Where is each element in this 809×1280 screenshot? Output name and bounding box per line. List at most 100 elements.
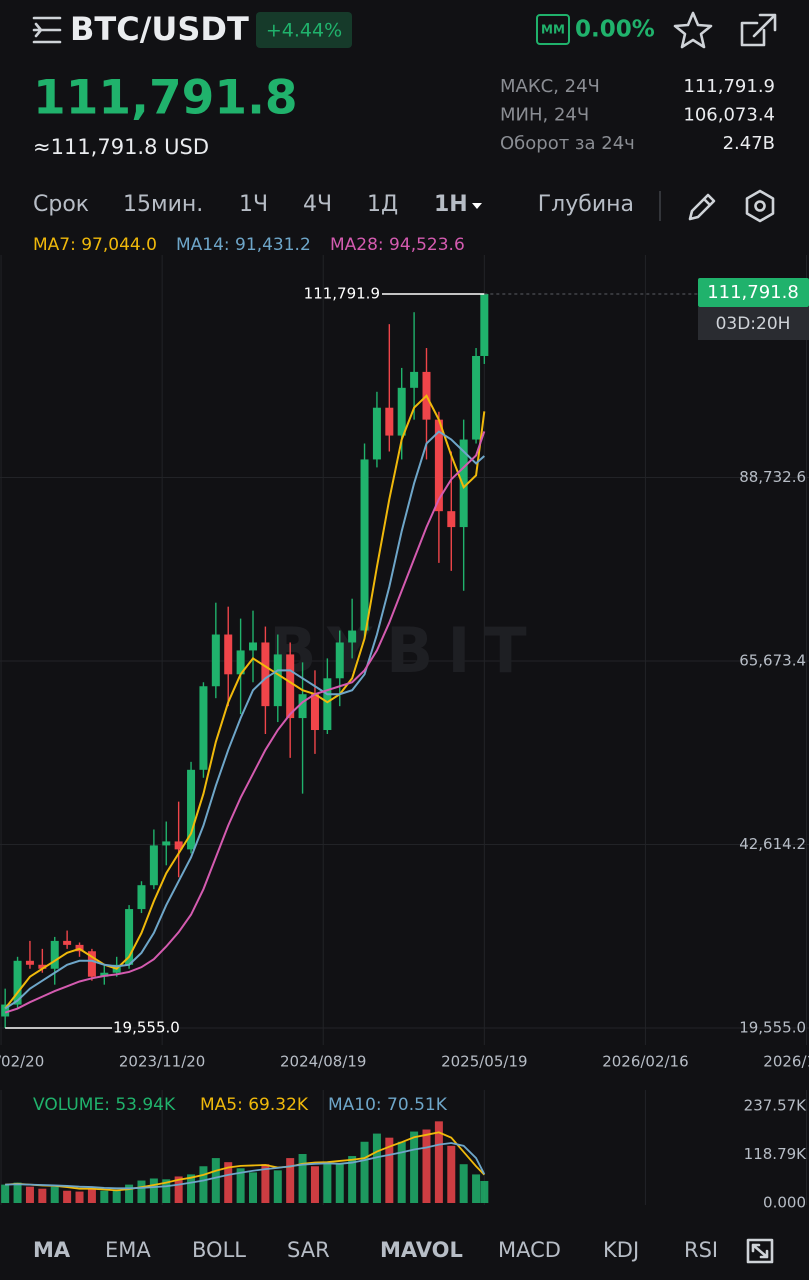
- candle-body: [385, 407, 394, 436]
- candle-body: [63, 940, 72, 945]
- volume-bar: [348, 1156, 357, 1203]
- change-badge: [256, 12, 352, 48]
- volume-chart: 237.57K 118.79K 0.000 VOLUME: 53.94K MA5: 69…: [1, 1095, 807, 1212]
- settings-icon[interactable]: [745, 189, 775, 223]
- menu-icon[interactable]: [32, 16, 62, 44]
- indicator-tab[interactable]: MAVOL: [380, 1238, 463, 1262]
- x-tick-label: 2023/02/20: [0, 1053, 44, 1071]
- candle-body: [335, 642, 344, 679]
- depth-tab[interactable]: Глубина: [538, 192, 634, 217]
- volume-bar: [137, 1180, 146, 1203]
- draw-icon[interactable]: [688, 193, 716, 221]
- volume-bar: [310, 1166, 319, 1203]
- mm-badge-box: [536, 14, 570, 45]
- settings-icon-dot: [754, 200, 766, 212]
- candle-body: [211, 634, 220, 687]
- candle-body: [137, 885, 146, 910]
- volume-ma-line: [5, 1142, 486, 1190]
- timeframe[interactable]: 1Н: [434, 192, 468, 217]
- volume-bar: [87, 1188, 96, 1203]
- x-tick-label: 2025/05/19: [441, 1053, 527, 1071]
- candle-body: [249, 642, 258, 651]
- volume-bar: [1, 1184, 10, 1203]
- tab-bar: [0, 1222, 809, 1280]
- candle-body: [174, 841, 183, 850]
- volume-bar: [38, 1188, 47, 1203]
- volume-bar: [298, 1154, 307, 1203]
- indicator-tab[interactable]: EMA: [105, 1238, 151, 1262]
- candle-body: [472, 355, 481, 440]
- candle-body: [480, 293, 489, 356]
- volume-bar: [323, 1162, 332, 1203]
- candle-body: [397, 387, 406, 436]
- volume-bar: [472, 1174, 481, 1203]
- y-tick-label: 42,614.2: [739, 835, 806, 853]
- candle-body: [261, 642, 270, 707]
- timeframe[interactable]: 15мин.: [123, 192, 203, 217]
- indicator-tab[interactable]: MACD: [498, 1238, 561, 1262]
- volume-bar: [422, 1129, 431, 1203]
- candle-body: [50, 940, 59, 969]
- dropdown-arrow: [472, 203, 482, 209]
- candle-body: [348, 630, 357, 643]
- volume-bar: [410, 1131, 419, 1203]
- x-tick-label: 2026/11/16: [763, 1053, 809, 1071]
- countdown-bg: [698, 307, 809, 340]
- timeframe-list: 15мин. 1Ч 4Ч 1Д 1Н: [123, 192, 482, 217]
- candle-body: [286, 654, 295, 719]
- indicator-tab[interactable]: KDJ: [603, 1238, 639, 1262]
- volume-bar: [261, 1164, 270, 1203]
- candle-body: [298, 694, 307, 719]
- indicator-tab[interactable]: SAR: [287, 1238, 330, 1262]
- price-tag: 111,791.8: [707, 282, 799, 303]
- candle-body: [273, 654, 282, 707]
- indicator-tab[interactable]: MA: [33, 1238, 71, 1262]
- ma-line: [4, 430, 485, 1010]
- volume-bar: [75, 1191, 84, 1203]
- candle-body: [224, 634, 233, 675]
- ma-legend: MA7: 97,044.0: [33, 235, 157, 255]
- volume-bar: [249, 1172, 258, 1203]
- volume-bar: [459, 1164, 468, 1203]
- fullscreen-icon[interactable]: [746, 1238, 774, 1264]
- ma-legend: MA14: 91,431.2: [176, 235, 311, 255]
- candle-body: [187, 769, 196, 850]
- candle-body: [1, 1004, 10, 1017]
- share-icon[interactable]: [740, 13, 777, 47]
- volume-bar: [211, 1158, 220, 1203]
- y-tick-label: 88,732.6: [739, 468, 806, 486]
- mm-value: 0.00%: [575, 17, 655, 43]
- volume-bar: [187, 1174, 196, 1203]
- timeframe[interactable]: 1Ч: [239, 192, 268, 217]
- volume-bar: [112, 1189, 121, 1203]
- period-label: Срок: [33, 192, 89, 217]
- ma-legend: MA28: 94,523.6: [330, 235, 465, 255]
- volume-ma-legend: MA10: 70.51K: [328, 1095, 448, 1115]
- candle-body: [199, 686, 208, 770]
- indicator-tab[interactable]: RSI: [684, 1238, 718, 1262]
- candle-body: [13, 960, 22, 1005]
- favorite-icon[interactable]: [673, 11, 713, 49]
- volume-bar: [162, 1179, 171, 1203]
- candle-body: [310, 694, 319, 731]
- timeframe[interactable]: 4Ч: [303, 192, 332, 217]
- volume-bar: [63, 1190, 72, 1203]
- pair[interactable]: BTC/USDT: [70, 10, 249, 48]
- candle-body: [100, 972, 109, 977]
- x-tick-label: 2026/02/16: [602, 1053, 688, 1071]
- candle-body: [125, 909, 134, 965]
- x-tick-label: 2024/08/19: [280, 1053, 366, 1071]
- candle-body: [87, 951, 96, 977]
- price-chart: 2023/02/20 2023/11/20 2024/08/19 2025/05/19…: [0, 235, 809, 1205]
- ma-line: [4, 431, 486, 1014]
- candle-body: [372, 407, 381, 460]
- x-tick-label: 2023/11/20: [119, 1053, 205, 1071]
- volume-bar: [286, 1158, 295, 1203]
- volume-ma-legend: MA5: 69.32K: [200, 1095, 309, 1115]
- indicator-tab[interactable]: BOLL: [192, 1238, 246, 1262]
- timeframe[interactable]: 1Д: [367, 192, 398, 217]
- price: 111,791.8: [33, 71, 298, 126]
- volume-bar: [224, 1162, 233, 1203]
- volume-bar: [360, 1141, 369, 1203]
